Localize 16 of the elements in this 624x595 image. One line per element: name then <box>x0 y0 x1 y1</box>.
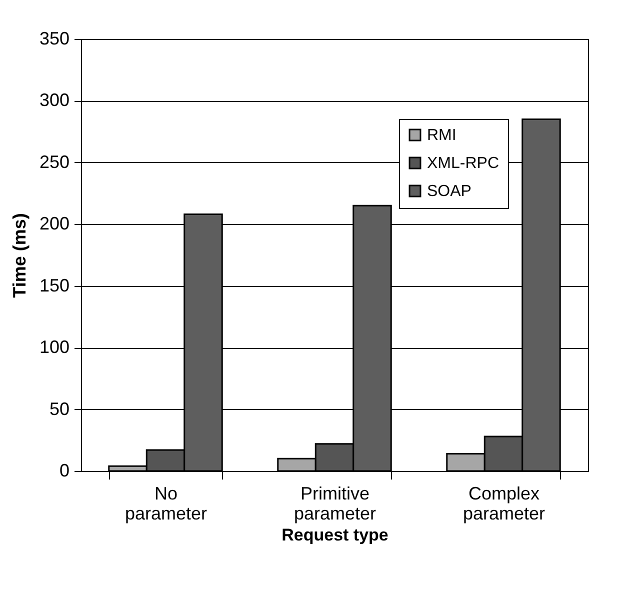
y-tick-label: 250 <box>39 152 70 172</box>
x-tick-label: Complex parameter <box>462 484 546 524</box>
y-tick-label: 200 <box>39 214 70 234</box>
y-tick-label: 50 <box>49 398 70 419</box>
legend-label: RMI <box>427 127 456 144</box>
y-tick-label: 0 <box>59 460 70 480</box>
y-tick-label: 150 <box>39 275 70 296</box>
x-tick-label: No parameter <box>124 484 208 524</box>
y-tick-label: 100 <box>39 337 70 358</box>
y-tick-label: 300 <box>39 90 70 110</box>
y-axis-title: Time (ms) <box>9 213 30 298</box>
legend-label: XML-RPC <box>427 155 500 172</box>
x-tick-label: Primitive parameter <box>294 484 376 524</box>
x-axis-title: Request type <box>282 526 388 544</box>
y-tick-label: 350 <box>39 28 70 48</box>
legend-label: SOAP <box>427 183 472 200</box>
